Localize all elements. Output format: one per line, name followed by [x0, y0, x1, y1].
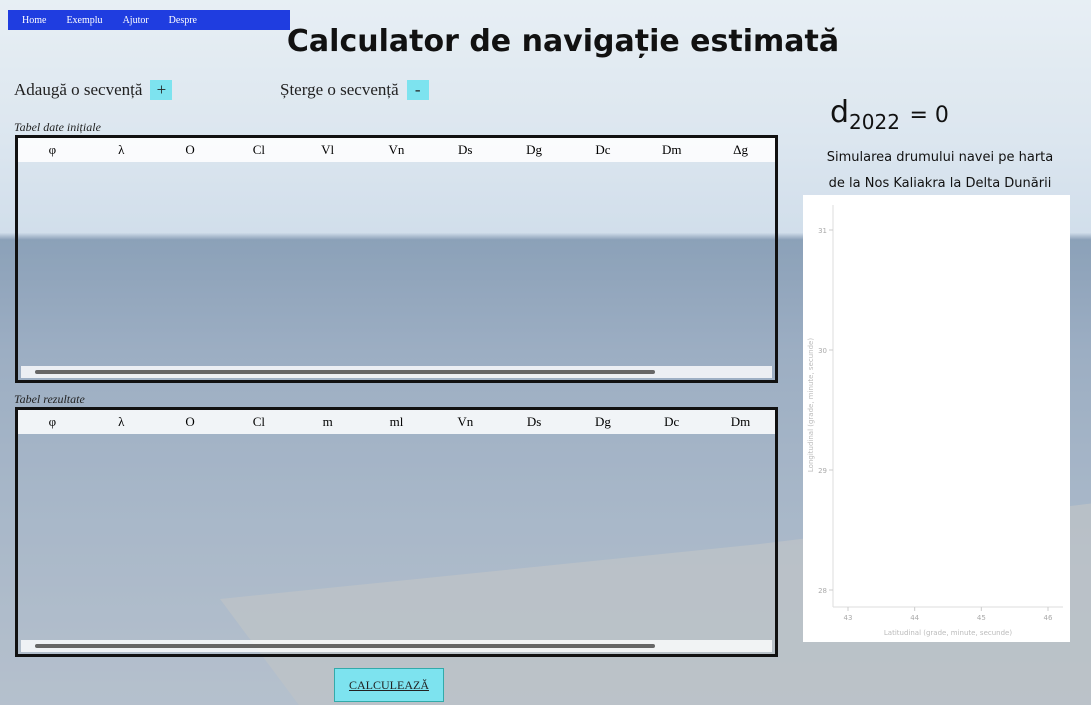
- add-button[interactable]: +: [150, 80, 172, 100]
- y-tick-label: 31: [818, 227, 827, 235]
- column-header: Dm: [706, 414, 775, 430]
- delete-button[interactable]: -: [407, 80, 429, 100]
- page-title: Calculator de navigație estimată: [287, 24, 839, 59]
- x-tick-label: 44: [910, 614, 919, 622]
- column-header: O: [156, 142, 225, 158]
- nav-link[interactable]: Exemplu: [66, 15, 102, 26]
- column-header: Dm: [637, 142, 706, 158]
- column-header: Cl: [224, 414, 293, 430]
- calculate-button[interactable]: CALCULEAZĂ: [334, 668, 444, 702]
- page: Home Exemplu Ajutor Despre Calculator de na…: [0, 0, 1091, 705]
- formula-subscript: 2022: [849, 110, 900, 134]
- add-control: Adaugă o secvență +: [14, 80, 172, 100]
- y-tick-label: 29: [818, 467, 827, 475]
- x-tick-label: 43: [844, 614, 853, 622]
- column-header: λ: [87, 414, 156, 430]
- x-tick-label: 45: [977, 614, 986, 622]
- table-caption: Tabel rezultate: [14, 392, 85, 407]
- nav-link[interactable]: Despre: [169, 15, 197, 26]
- column-header: Dc: [637, 414, 706, 430]
- column-header: Vl: [293, 142, 362, 158]
- column-header: Cl: [224, 142, 293, 158]
- formula: d2022 = 0: [830, 95, 949, 134]
- column-header: Δg: [706, 142, 775, 158]
- column-header: φ: [18, 142, 87, 158]
- delete-control: Șterge o secvență-: [280, 80, 429, 100]
- column-header: Dg: [569, 414, 638, 430]
- column-header: m: [293, 414, 362, 430]
- column-header: Dc: [569, 142, 638, 158]
- column-header: Vn: [362, 142, 431, 158]
- column-header: Dg: [500, 142, 569, 158]
- y-tick-label: 30: [818, 347, 827, 355]
- x-axis-label: Latitudinal (grade, minute, secunde): [884, 629, 1012, 637]
- map-plot: Longitudinal (grade, minute, secunde) La…: [803, 195, 1070, 642]
- table-caption: Tabel date inițiale: [14, 120, 101, 135]
- y-axis-label: Longitudinal (grade, minute, secunde): [807, 338, 815, 472]
- nav-bar: Home Exemplu Ajutor Despre: [8, 10, 290, 30]
- nav-link[interactable]: Ajutor: [123, 15, 149, 26]
- column-header: φ: [18, 414, 87, 430]
- scrollbar[interactable]: [21, 366, 772, 378]
- scrollbar[interactable]: [21, 640, 772, 652]
- column-header: Vn: [431, 414, 500, 430]
- column-header: Ds: [500, 414, 569, 430]
- delete-label: Șterge o secvență: [280, 80, 399, 99]
- add-label: Adaugă o secvență: [14, 80, 142, 99]
- column-header: ml: [362, 414, 431, 430]
- map-title: Simularea drumului navei pe harta: [827, 150, 1053, 165]
- nav-link[interactable]: Home: [22, 15, 46, 26]
- column-header: λ: [87, 142, 156, 158]
- plot-svg: Longitudinal (grade, minute, secunde) La…: [803, 195, 1070, 642]
- formula-rest: = 0: [910, 103, 949, 128]
- y-tick-label: 28: [818, 587, 827, 595]
- column-header: O: [156, 414, 225, 430]
- formula-base: d: [830, 95, 849, 130]
- x-tick-label: 46: [1044, 614, 1053, 622]
- map-title: de la Nos Kaliakra la Delta Dunării: [829, 176, 1052, 191]
- column-header: Ds: [431, 142, 500, 158]
